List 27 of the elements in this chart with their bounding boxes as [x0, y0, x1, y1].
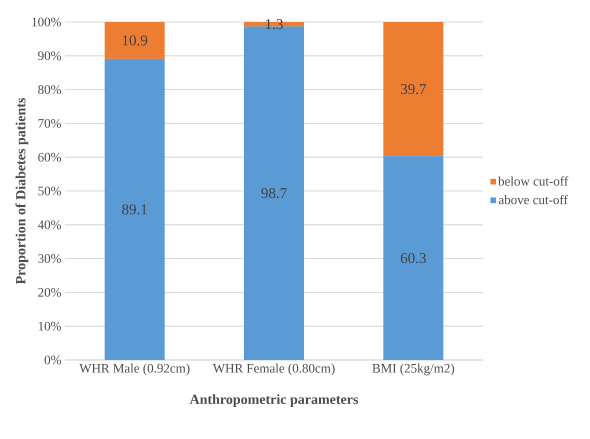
bar [383, 22, 444, 156]
data-label: 89.1 [122, 204, 147, 215]
x-tick-label: WHR Male (0.92cm) [79, 364, 190, 376]
y-tick-label: 80% [38, 85, 62, 94]
legend-label: above cut-off [498, 194, 568, 204]
y-tick-label: 10% [38, 322, 62, 331]
y-tick-label: 50% [38, 186, 62, 196]
x-tick-label: BMI (25kg/m2) [372, 364, 454, 376]
y-axis-title: Proportion of Diabetes patients [15, 98, 28, 284]
y-tick-label: 90% [38, 51, 62, 60]
x-tick-label: WHR Female (0.80cm) [212, 364, 335, 376]
y-tick-label: 60% [38, 152, 62, 162]
data-label: 98.7 [261, 188, 287, 198]
bar [104, 58, 165, 360]
y-tick-label: 70% [38, 118, 62, 128]
legend-label: below cut-off [498, 176, 568, 186]
bar [383, 156, 444, 360]
y-tick-label: 100% [32, 18, 62, 26]
data-label: 39.7 [400, 84, 426, 94]
data-label: 10.9 [122, 35, 148, 46]
data-label: 60.3 [400, 252, 426, 264]
x-axis-title: Anthropometric parameters [190, 394, 358, 407]
bar [104, 22, 165, 59]
y-tick-label: 40% [38, 220, 62, 230]
y-tick-label: 20% [38, 288, 62, 297]
y-tick-label: 30% [38, 254, 62, 263]
y-tick-label: 0% [44, 356, 62, 364]
